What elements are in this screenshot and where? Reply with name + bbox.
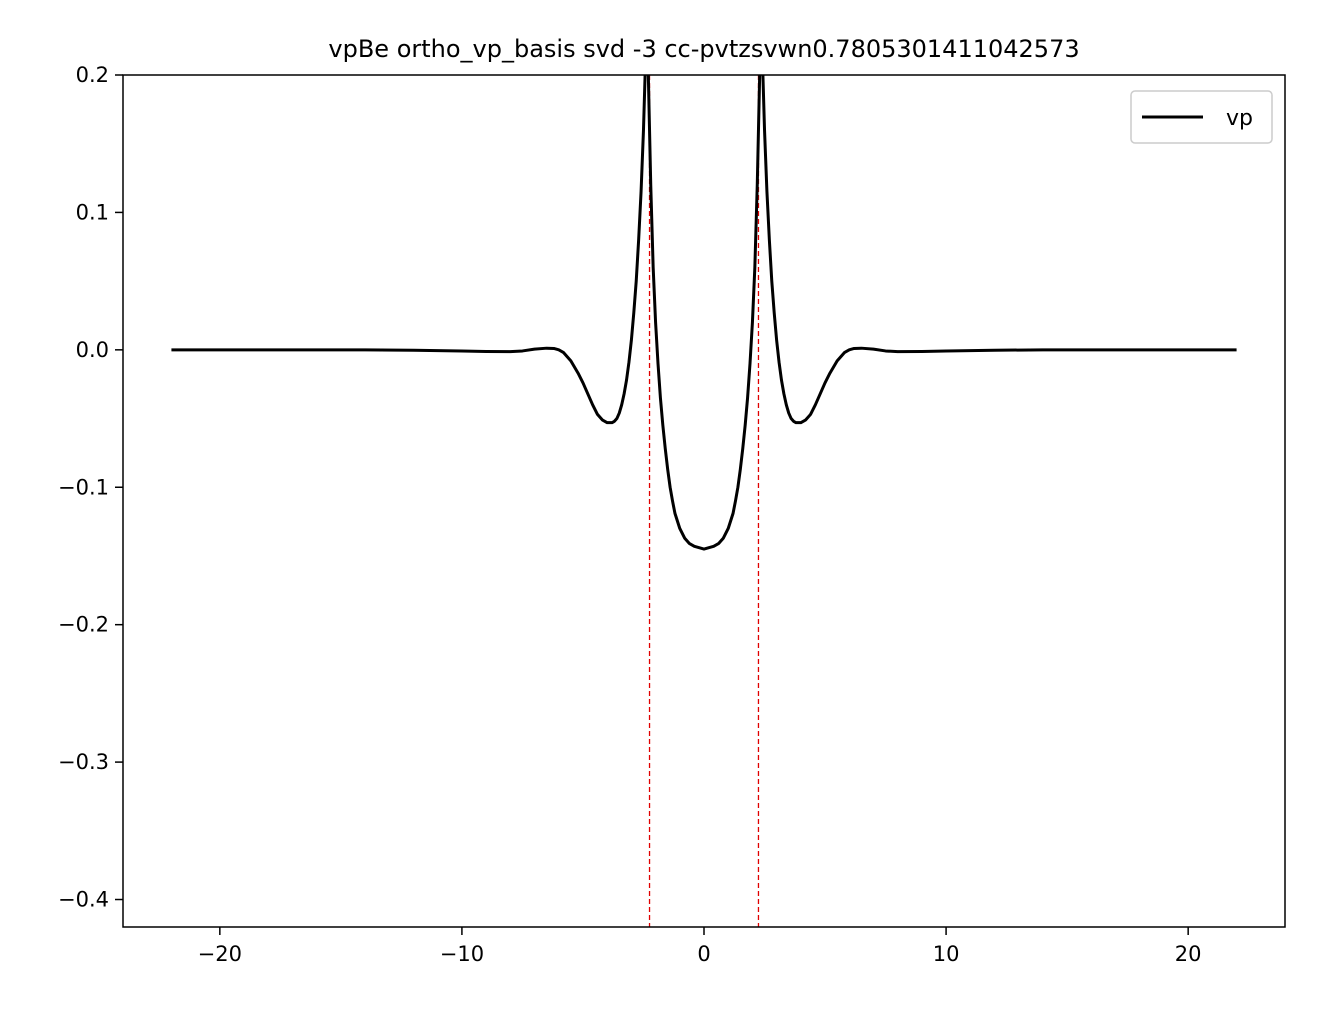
- x-tick-label: 0: [697, 942, 710, 966]
- y-tick-label: 0.2: [76, 63, 109, 87]
- y-tick-label: −0.1: [58, 475, 109, 499]
- plot-frame: [122, 74, 1286, 928]
- x-tick-label: 10: [933, 942, 960, 966]
- x-axis: −20 −10 0 10 20: [198, 927, 1202, 966]
- y-tick-label: −0.2: [58, 613, 109, 637]
- reference-lines: [648, 75, 760, 927]
- series-layer: [171, 75, 1237, 551]
- y-axis: 0.2 0.1 0.0 −0.1 −0.2 −0.3 −0.4: [58, 63, 123, 912]
- legend-label: vp: [1226, 106, 1253, 131]
- chart-title: vpBe ortho_vp_basis svd -3 cc-pvtzsvwn0.…: [328, 35, 1079, 63]
- legend: vp: [1130, 90, 1273, 144]
- y-tick-label: 0.0: [76, 338, 109, 362]
- y-tick-label: −0.3: [58, 750, 109, 774]
- y-tick-label: −0.4: [58, 888, 109, 912]
- x-tick-label: −20: [198, 942, 242, 966]
- series-line-vp: [171, 75, 1237, 551]
- y-tick-label: 0.1: [76, 200, 109, 224]
- x-tick-label: −10: [440, 942, 484, 966]
- x-tick-label: 20: [1175, 942, 1202, 966]
